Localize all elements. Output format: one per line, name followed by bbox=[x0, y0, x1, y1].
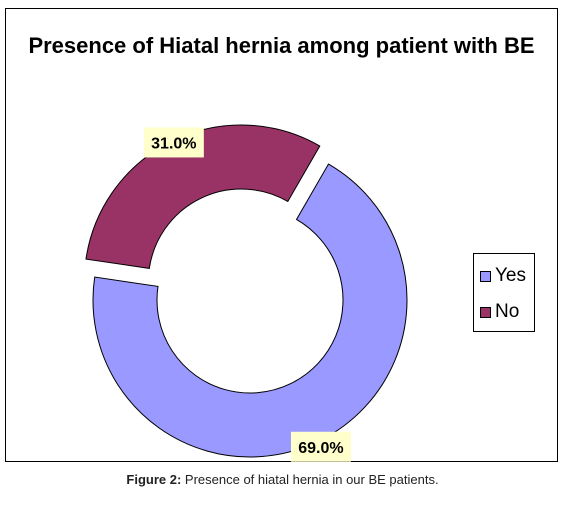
legend-swatch-yes bbox=[480, 270, 491, 282]
legend-item-no: No bbox=[480, 300, 519, 324]
caption-text: Presence of hiatal hernia in our BE pati… bbox=[181, 472, 439, 487]
legend-item-yes: Yes bbox=[480, 264, 526, 288]
slice-no bbox=[85, 124, 321, 269]
data-label-background bbox=[290, 431, 351, 462]
data-label-background bbox=[143, 127, 204, 158]
legend-label-yes: Yes bbox=[495, 265, 526, 286]
data-label-no: 31.0% bbox=[143, 127, 204, 158]
caption-label: Figure 2: bbox=[126, 472, 182, 487]
data-label-text: 31.0% bbox=[151, 135, 196, 152]
data-label-yes: 69.0% bbox=[290, 431, 351, 462]
legend-label-no: No bbox=[495, 301, 520, 322]
data-label-text: 69.0% bbox=[298, 440, 343, 457]
figure-caption: Figure 2: Presence of hiatal hernia in o… bbox=[0, 472, 565, 487]
legend-swatch-no bbox=[480, 306, 491, 318]
slice-yes bbox=[92, 163, 408, 458]
chart-legend: Yes No bbox=[473, 253, 535, 332]
chart-title: Presence of Hiatal hernia among patient … bbox=[28, 33, 535, 58]
